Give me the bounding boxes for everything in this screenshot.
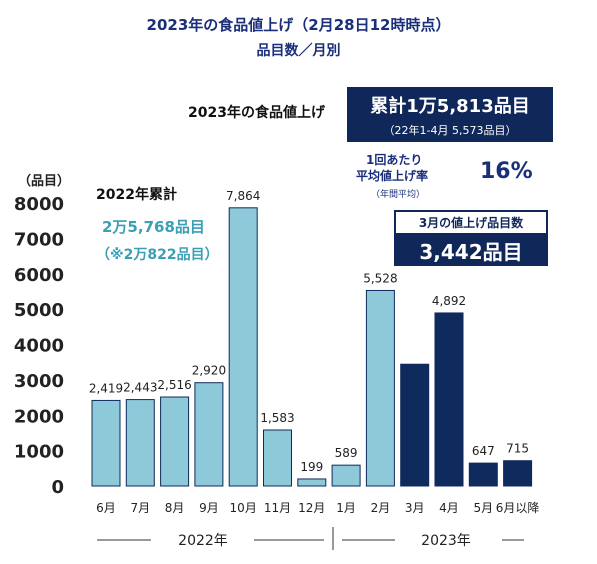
value-label: 2,516 bbox=[157, 378, 191, 392]
bar bbox=[194, 382, 224, 487]
y-tick-label: 7000 bbox=[14, 229, 64, 250]
chart-title: 2023年の食品値上げ（2月28日12時時点） bbox=[146, 16, 451, 34]
summary-2022-total: 2万5,768品目 bbox=[102, 218, 205, 236]
bar bbox=[468, 462, 498, 487]
y-tick-label: 8000 bbox=[14, 194, 64, 215]
value-label: 1,583 bbox=[260, 411, 294, 425]
summary-2023-box: 累計1万5,813品目 （22年1-4月 5,573品目） bbox=[347, 87, 553, 142]
value-label: 589 bbox=[335, 446, 358, 460]
x-tick-label: 3月 bbox=[405, 501, 425, 515]
x-tick-label: 8月 bbox=[165, 501, 185, 515]
value-label: 2,419 bbox=[89, 381, 123, 395]
x-tick-label: 4月 bbox=[439, 501, 459, 515]
march-callout: 3月の値上げ品目数 3,442品目 bbox=[394, 210, 548, 266]
value-label: 2,443 bbox=[123, 381, 157, 395]
bar bbox=[365, 289, 395, 487]
bar bbox=[160, 396, 190, 487]
rate-label-1: 1回あたり bbox=[366, 153, 422, 167]
bar bbox=[297, 478, 327, 487]
year-label-2023: 2023年 bbox=[421, 533, 471, 549]
bars bbox=[91, 207, 533, 487]
year-label-2022: 2022年 bbox=[178, 533, 228, 549]
bar bbox=[434, 312, 464, 487]
bar bbox=[125, 399, 155, 487]
chart-subtitle: 品目数／月別 bbox=[256, 43, 341, 59]
y-tick-label: 1000 bbox=[14, 442, 64, 463]
march-callout-label: 3月の値上げ品目数 bbox=[396, 212, 546, 233]
value-label: 647 bbox=[472, 444, 495, 458]
rate-value: 16% bbox=[480, 159, 533, 184]
summary-2022-alt: （※2万822品目） bbox=[96, 247, 219, 263]
x-tick-label: 12月 bbox=[298, 501, 325, 515]
summary-2023-sub: （22年1-4月 5,573品目） bbox=[383, 124, 517, 137]
summary-2023-total: 累計1万5,813品目 bbox=[370, 96, 530, 117]
bar bbox=[503, 460, 533, 487]
bar bbox=[400, 363, 430, 487]
value-label: 4,892 bbox=[432, 294, 466, 308]
y-tick-label: 5000 bbox=[14, 300, 64, 321]
y-tick-label: 6000 bbox=[14, 265, 64, 286]
bar bbox=[91, 399, 121, 487]
y-tick-label: 4000 bbox=[14, 336, 64, 357]
march-callout-value: 3,442品目 bbox=[419, 240, 523, 264]
bar bbox=[263, 429, 292, 487]
y-axis-ticks: 0 1000 2000 3000 4000 5000 6000 7000 8000 bbox=[14, 194, 64, 498]
y-tick-label: 2000 bbox=[14, 406, 64, 427]
x-tick-label: 11月 bbox=[264, 501, 291, 515]
value-label: 5,528 bbox=[363, 271, 397, 285]
y-axis-label: （品目） bbox=[18, 173, 70, 189]
rate-label-2: 平均値上げ率 bbox=[356, 168, 428, 183]
value-label: 7,864 bbox=[226, 189, 260, 203]
value-label: 199 bbox=[300, 460, 323, 474]
value-label: 2,920 bbox=[192, 364, 226, 378]
y-tick-label: 3000 bbox=[14, 371, 64, 392]
x-tick-label: 2月 bbox=[371, 501, 391, 515]
summary-2022-title: 2022年累計 bbox=[96, 186, 177, 203]
x-tick-label: 7月 bbox=[130, 501, 150, 515]
x-tick-label: 6月以降 bbox=[496, 501, 540, 515]
value-label: 715 bbox=[506, 442, 529, 456]
rate-note: （年間平均） bbox=[371, 188, 425, 200]
x-tick-label: 1月 bbox=[336, 501, 356, 515]
y-tick-label: 0 bbox=[51, 477, 64, 498]
bar bbox=[331, 464, 361, 487]
x-tick-label: 6月 bbox=[96, 501, 116, 515]
x-tick-label: 5月 bbox=[473, 501, 493, 515]
bar bbox=[228, 207, 258, 487]
summary-2023-label: 2023年の食品値上げ bbox=[188, 104, 326, 121]
x-tick-label: 9月 bbox=[199, 501, 219, 515]
x-tick-label: 10月 bbox=[230, 501, 257, 515]
x-axis-labels: 6月 7月 8月 9月 10月 11月 12月 1月 2月 3月 4月 5月 6月以降 bbox=[96, 501, 539, 515]
